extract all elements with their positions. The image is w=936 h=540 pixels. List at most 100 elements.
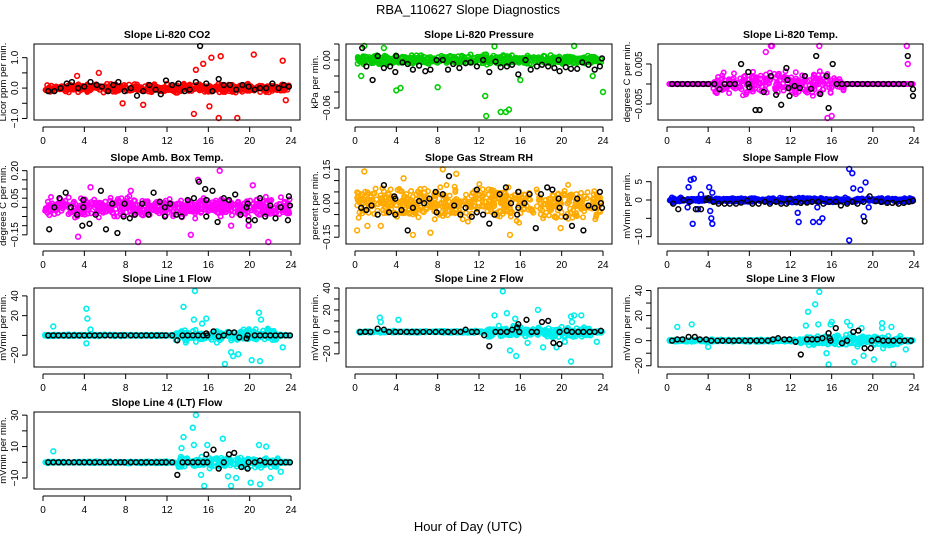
y-tick-label: 5 [634, 178, 645, 184]
outlier-point [814, 204, 821, 211]
black-point [783, 200, 790, 207]
panel-title: Slope Sample Flow [743, 152, 840, 164]
y-tick-label: −20 [10, 346, 21, 363]
black-point [121, 87, 128, 95]
x-tick-label: 4 [394, 136, 400, 147]
black-point [157, 91, 164, 98]
data-point [379, 206, 386, 213]
y-tick-label: 0.20 [10, 160, 21, 180]
y-axis-label: percent per min. [310, 171, 321, 240]
data-point [126, 193, 133, 200]
black-point [580, 328, 587, 336]
data-point [537, 200, 544, 207]
data-point [431, 216, 438, 223]
data-point [354, 189, 361, 196]
series-points [353, 166, 605, 239]
outlier-point [593, 338, 600, 345]
black-point [486, 343, 493, 350]
black-point [877, 198, 885, 205]
black-point [392, 211, 399, 218]
outlier-point [685, 184, 692, 191]
x-tick-label: 16 [826, 260, 838, 271]
black-point [680, 196, 687, 204]
y-axis-label: mVmin per min. [622, 172, 633, 239]
data-point [220, 85, 227, 92]
black-point [272, 215, 279, 222]
black-point [121, 332, 128, 339]
black-point [515, 204, 522, 211]
y-tick-label: −0.15 [322, 224, 333, 250]
data-point [486, 330, 493, 337]
black-point [785, 84, 792, 92]
black-point [457, 211, 464, 218]
black-point [820, 200, 827, 207]
black-point [81, 83, 88, 90]
black-point [516, 328, 523, 336]
black-point [514, 211, 521, 218]
data-point [398, 210, 405, 217]
y-axis-label: Licor ppm per min. [0, 43, 9, 122]
outlier-point [499, 288, 506, 295]
data-point [58, 207, 65, 214]
x-axis: 0 4 8 12 16 20 24 [664, 250, 920, 271]
black-point [766, 200, 774, 207]
black-point [175, 80, 182, 87]
black-point [150, 189, 157, 196]
panel-5: Slope Gas Stream RH0 4 8 12 16 20 24−0.150.000… [310, 152, 613, 271]
x-tick-label: 24 [908, 136, 920, 147]
data-point [806, 77, 813, 84]
outlier-point [762, 48, 769, 56]
outlier-point [539, 344, 547, 351]
outlier-point [180, 303, 187, 310]
data-point [197, 84, 204, 91]
black-point [427, 66, 434, 73]
data-point [437, 184, 444, 191]
outlier-point [216, 167, 223, 174]
outlier-point [409, 231, 417, 239]
data-point [415, 214, 422, 221]
black-point [479, 56, 487, 64]
black-point [233, 86, 240, 93]
outlier-point [512, 352, 520, 360]
data-point [443, 182, 450, 189]
black-point [256, 195, 264, 202]
outlier-point [190, 316, 198, 323]
black-point [51, 204, 58, 211]
black-point [156, 198, 163, 205]
x-tick-label: 4 [394, 383, 400, 394]
black-point [131, 211, 139, 218]
data-point [420, 209, 427, 216]
outlier-point [557, 224, 564, 232]
series-points [666, 165, 916, 244]
y-axis-label: degrees C per min. [622, 42, 633, 123]
black-point [110, 81, 117, 89]
black-point [269, 80, 276, 87]
black-point [813, 52, 820, 60]
panel-title: Slope Li-820 Temp. [743, 29, 838, 41]
black-point [737, 60, 745, 68]
x-tick-label: 16 [826, 136, 838, 147]
black-point [392, 68, 399, 76]
outlier-point [570, 312, 578, 319]
x-tick-label: 12 [161, 260, 173, 271]
black-point [404, 227, 411, 234]
data-point [476, 181, 483, 188]
black-point [202, 185, 209, 193]
outlier-point [187, 231, 195, 239]
outlier-point [690, 175, 697, 182]
data-point [358, 196, 365, 203]
black-point [909, 86, 917, 93]
data-point [59, 201, 66, 208]
x-tick-label: 24 [285, 383, 297, 394]
x-axis: 0 4 8 12 16 20 24 [352, 126, 609, 147]
outlier-point [689, 220, 696, 228]
black-point [244, 200, 251, 207]
data-point [521, 191, 528, 198]
data-point [503, 208, 510, 215]
black-point [907, 80, 915, 88]
black-point [767, 72, 775, 80]
black-point [574, 195, 581, 202]
